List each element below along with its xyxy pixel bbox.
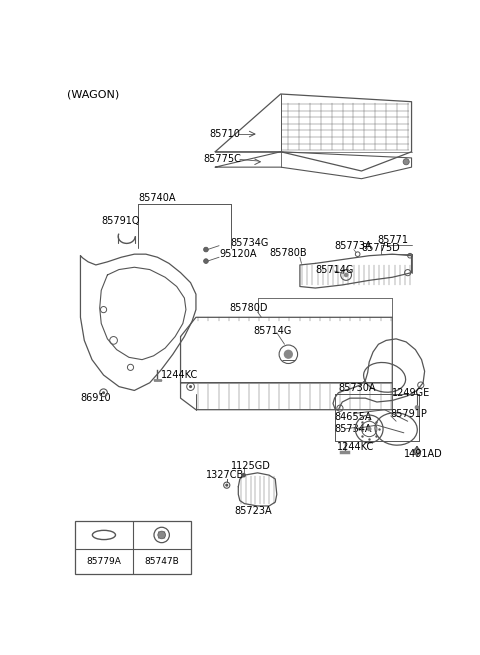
Circle shape [415, 405, 419, 409]
Text: 85734A: 85734A [335, 424, 372, 434]
Text: 1244KC: 1244KC [161, 370, 199, 380]
Text: 85710: 85710 [209, 129, 240, 139]
Circle shape [204, 247, 208, 252]
Text: 85775C: 85775C [204, 155, 241, 164]
Text: 85734G: 85734G [230, 238, 269, 248]
Circle shape [241, 473, 246, 477]
Circle shape [225, 483, 228, 487]
Text: 85779A: 85779A [86, 557, 121, 566]
Text: 1249GE: 1249GE [392, 388, 431, 398]
Circle shape [367, 426, 372, 431]
Text: 85791Q: 85791Q [101, 216, 140, 226]
Text: (WAGON): (WAGON) [67, 89, 120, 100]
Text: 85730A: 85730A [338, 383, 376, 393]
Text: 85740A: 85740A [138, 193, 176, 203]
Text: 1491AD: 1491AD [404, 449, 443, 459]
Circle shape [344, 272, 348, 277]
Text: 85773A: 85773A [335, 242, 372, 252]
Text: 85771: 85771 [377, 235, 408, 246]
Circle shape [102, 391, 105, 394]
Text: 1125GD: 1125GD [230, 461, 270, 471]
FancyBboxPatch shape [75, 521, 191, 574]
Text: 85780B: 85780B [269, 248, 307, 258]
Text: 85714G: 85714G [254, 326, 292, 336]
Text: 85714G: 85714G [315, 265, 354, 274]
Text: 1244KC: 1244KC [337, 441, 374, 452]
Text: 85723A: 85723A [234, 506, 272, 516]
Text: 85747B: 85747B [144, 557, 179, 566]
Text: 86910: 86910 [81, 393, 111, 403]
Text: 1327CB: 1327CB [206, 470, 244, 480]
Circle shape [204, 259, 208, 263]
Polygon shape [414, 447, 420, 455]
Text: 85775D: 85775D [361, 243, 400, 253]
Circle shape [158, 531, 166, 539]
Text: 85780D: 85780D [229, 303, 267, 313]
Text: 95120A: 95120A [219, 249, 256, 259]
Circle shape [284, 350, 293, 359]
Text: 85791P: 85791P [391, 409, 428, 419]
Circle shape [189, 385, 192, 388]
Text: 84655A: 84655A [335, 413, 372, 422]
Circle shape [403, 159, 409, 165]
